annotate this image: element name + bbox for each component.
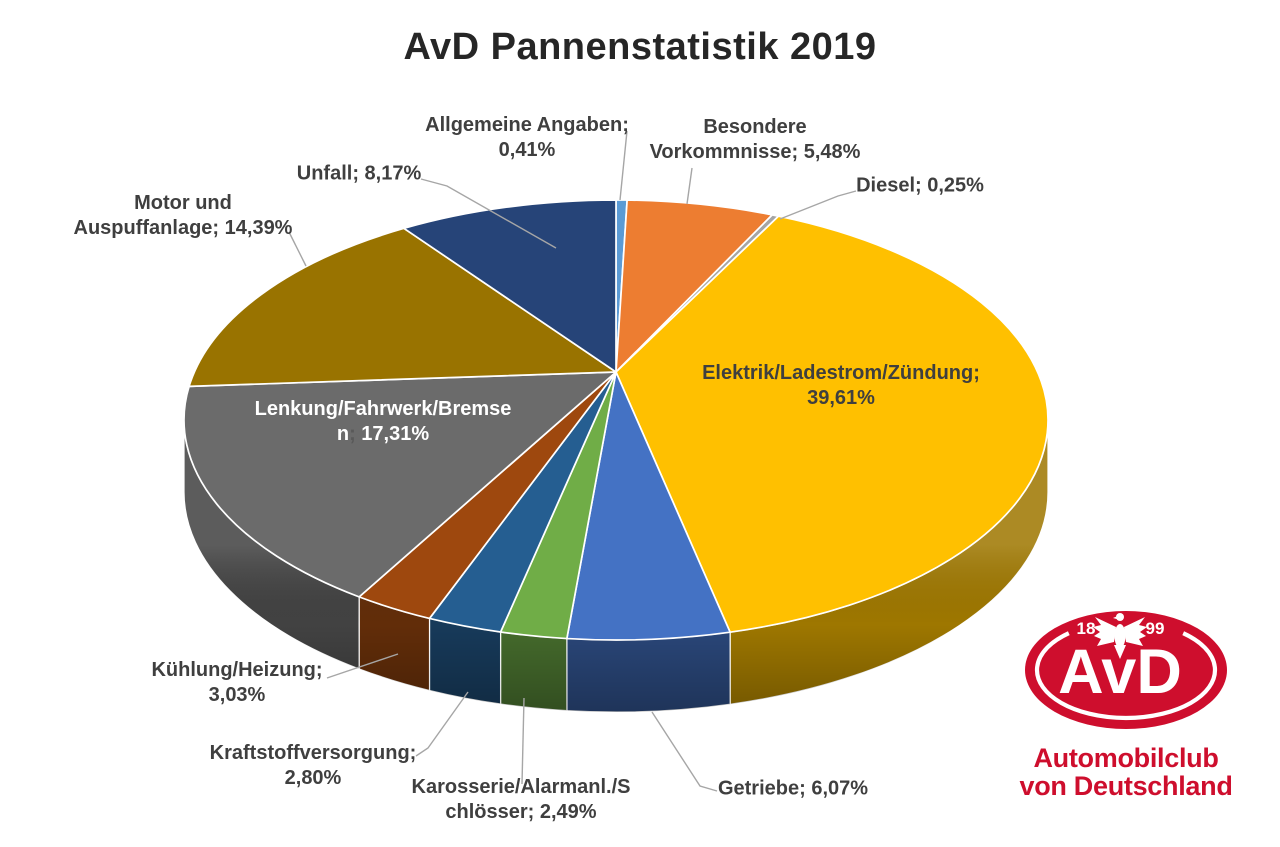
logo-year-right: 99	[1146, 619, 1165, 638]
logo-monogram: AvD	[1058, 637, 1182, 707]
leader-line-unfall	[420, 178, 557, 249]
pie-slice-besondere-vorkommnisse	[615, 199, 774, 373]
logo-caption-line2: von Deutschland	[1019, 771, 1233, 801]
pie-slice-unfall	[403, 199, 617, 373]
pie-slice-elektrik-ladestrom-zuendung	[615, 215, 1049, 634]
pie-slice-getriebe	[566, 371, 731, 641]
logo-year-left: 18	[1077, 619, 1096, 638]
logo-caption-line1: Automobilclub	[1033, 743, 1219, 773]
pie-slice-wall-shade-kraftstoffversorgung	[429, 618, 501, 704]
leader-lines	[288, 130, 857, 792]
pie-slice-wall-shade-elektrik-ladestrom-zuendung	[730, 420, 1049, 705]
pie-slice-wall-shade-getriebe	[566, 632, 731, 712]
leader-line-kraftstoffversorgung	[415, 691, 469, 757]
leader-line-karosserie-alarmanl-schloesser	[521, 697, 525, 785]
eagle-icon	[1093, 613, 1147, 659]
pie-slice-wall-shade-lenkung-fahrwerk-bremsen	[184, 420, 360, 669]
leader-line-besondere-vorkommnisse	[686, 167, 693, 205]
pie-slice-motor-und-auspuffanlage	[188, 227, 617, 388]
avd-logo: 18 99 AvD Automobilclub von Deutschland	[1016, 599, 1236, 839]
pie-slice-wall-shade-karosserie-alarmanl-schloesser	[500, 632, 567, 711]
leader-line-getriebe	[651, 711, 718, 792]
leader-line-diesel	[779, 190, 857, 220]
chart-title: AvD Pannenstatistik 2019	[403, 26, 877, 68]
pie-slice-lenkung-fahrwerk-bremsen	[183, 371, 617, 598]
logo-ring	[1034, 631, 1218, 721]
avd-logo-emblem: 18 99 AvD	[1025, 611, 1227, 729]
leader-line-motor-und-auspuffanlage	[288, 231, 307, 267]
logo-oval	[1025, 611, 1227, 729]
pie-top-faces	[183, 199, 1049, 641]
pie-side-walls	[183, 419, 1049, 713]
pie-slice-wall-shade-kuehlung-heizung	[359, 596, 430, 691]
leader-line-kuehlung-heizung	[326, 653, 399, 679]
leader-line-allgemeine-angaben	[619, 130, 628, 201]
